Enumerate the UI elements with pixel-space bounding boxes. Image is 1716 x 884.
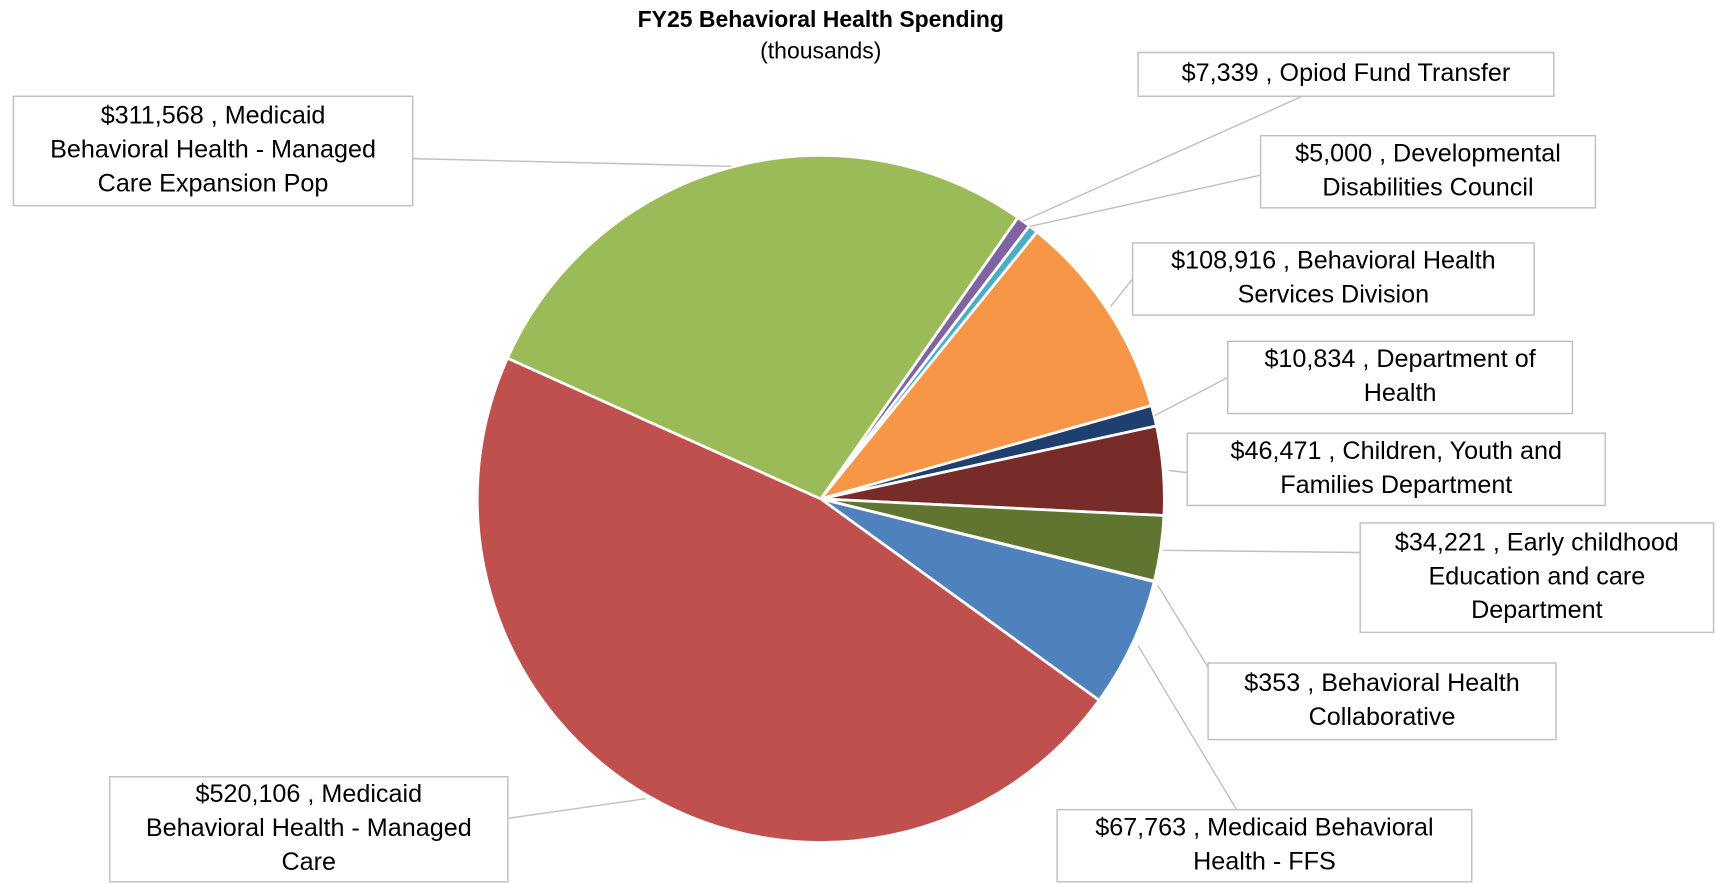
data-label-box [1207,662,1557,741]
data-label: $5,000 , Developmental [1295,139,1561,167]
data-label: $10,834 , Department of [1264,345,1536,373]
data-label: Disabilities Council [1322,173,1533,201]
leader-line [412,157,732,168]
data-label-box [1137,51,1555,97]
data-label: $7,339 , Opiod Fund Transfer [1182,59,1511,87]
data-label: Health [1364,379,1437,407]
pie-slice [506,153,1020,501]
leader-line [1029,174,1261,228]
pie-slice [819,497,1156,702]
leader-line [1137,645,1238,810]
pie-slice [475,356,1101,844]
data-label: $520,106 , Medicaid [195,780,422,808]
leader-line [1168,469,1188,474]
pie-slice [819,230,1153,501]
leader-line [1163,549,1361,554]
data-label-box [1186,432,1606,507]
leader-line [1157,584,1209,668]
leader-line [1022,95,1303,222]
data-label-box [12,95,414,207]
data-label: Behavioral Health - Managed [50,136,376,164]
data-label: $67,763 , Medicaid Behavioral [1095,813,1433,841]
leader-line [1110,278,1134,307]
data-label: Care [282,848,337,876]
data-label-box [1056,808,1473,883]
data-label: Education and care [1428,562,1645,590]
data-label: $46,471 , Children, Youth and [1231,437,1563,465]
data-label: $353 , Behavioral Health [1244,669,1520,697]
data-label-box [1259,134,1597,209]
data-label: Services Division [1238,281,1430,309]
data-label: $311,568 , Medicaid [101,102,326,130]
data-label-box [108,776,509,883]
data-label: Care Expansion Pop [98,170,329,198]
data-label-box [1227,340,1574,415]
chart-subtitle: (thousands) [760,38,881,64]
chart-title: FY25 Behavioral Health Spending [638,6,1004,32]
data-label: Health - FFS [1193,847,1336,875]
data-label: Families Department [1280,471,1512,499]
data-label: Department [1471,596,1602,624]
leader-line [1154,376,1229,417]
data-label: Collaborative [1309,703,1456,731]
data-label: $34,221 , Early childhood [1395,528,1679,556]
data-label-box [1131,242,1535,316]
data-label-box [1359,522,1715,634]
data-label: Behavioral Health - Managed [146,814,472,842]
data-label: $108,916 , Behavioral Health [1171,247,1495,275]
leader-line [507,797,646,820]
